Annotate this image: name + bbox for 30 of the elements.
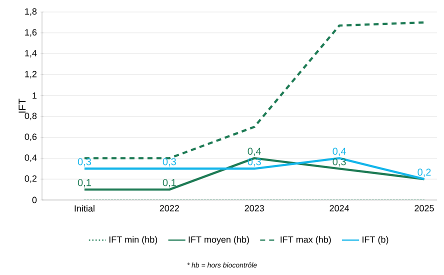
data-label: 0,4 [248, 148, 262, 156]
data-label: 0,3 [78, 158, 91, 166]
data-label: 0,1 [162, 179, 176, 188]
x-tick-label: 2025 [414, 205, 434, 212]
data-label: 0,3 [248, 158, 261, 166]
y-tick-label: 0 [32, 196, 37, 204]
data-label: 0,4 [332, 148, 346, 156]
line-series [83, 21, 426, 160]
y-tick-label: 0,4 [24, 154, 37, 162]
legend-label: IFT max (hb) [280, 236, 331, 245]
x-tick-label: 2024 [330, 205, 350, 212]
x-tick-label: 2023 [244, 205, 264, 212]
y-tick-label: 0,2 [24, 175, 37, 183]
y-tick-label: 1,6 [25, 29, 37, 37]
x-tick-label: 2022 [160, 205, 179, 212]
x-tick-label: Initial [74, 205, 94, 212]
data-label: 0,2 [418, 168, 431, 177]
legend-label: IFT (b) [362, 236, 388, 245]
y-axis-title: IFT [18, 98, 26, 113]
legend-label: IFT moyen (hb) [188, 236, 249, 245]
y-tick-label: 1,2 [25, 70, 37, 78]
data-label: 0,3 [162, 158, 176, 166]
y-tick-label: 1,8 [25, 8, 37, 16]
legend-label: IFT min (hb) [109, 236, 158, 245]
data-label: 0,1 [78, 179, 91, 188]
y-tick-label: 0,8 [24, 112, 37, 120]
y-tick-label: 1,4 [25, 50, 37, 58]
y-tick-label: 0,6 [24, 134, 37, 142]
data-label: 0,3 [332, 158, 346, 166]
y-tick-label: 1 [32, 92, 37, 99]
